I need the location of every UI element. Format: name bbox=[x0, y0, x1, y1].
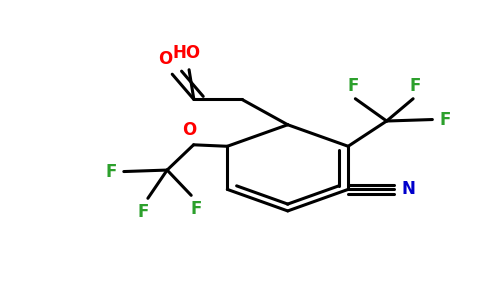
Text: F: F bbox=[410, 77, 421, 95]
Text: F: F bbox=[190, 200, 202, 218]
Text: F: F bbox=[137, 203, 149, 221]
Text: F: F bbox=[347, 77, 359, 95]
Text: F: F bbox=[105, 163, 117, 181]
Text: O: O bbox=[182, 122, 196, 140]
Text: F: F bbox=[439, 110, 451, 128]
Text: HO: HO bbox=[173, 44, 201, 62]
Text: O: O bbox=[158, 50, 172, 68]
Text: N: N bbox=[401, 180, 415, 198]
